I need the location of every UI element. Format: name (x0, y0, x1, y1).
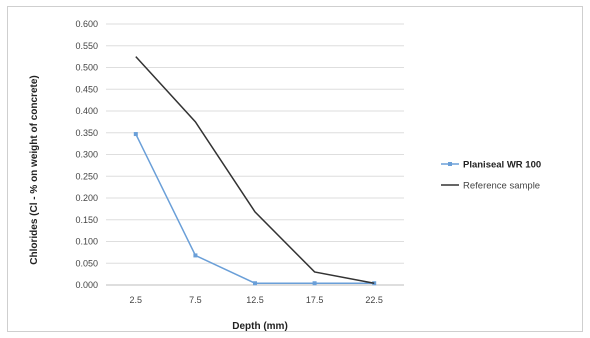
y-tick-labels: 0.000 0.050 0.100 0.150 0.200 0.250 0.300 0.350… (75, 19, 98, 290)
x-tick-label: 7.5 (189, 295, 202, 305)
y-tick-label: 0.400 (75, 106, 98, 116)
y-axis-label: Chlorides (Cl - % on weight of concrete) (29, 75, 40, 264)
series-lines (133, 56, 377, 286)
y-tick-label: 0.500 (75, 63, 98, 73)
data-point (193, 253, 198, 258)
chart-frame (7, 6, 583, 332)
y-tick-label: 0.450 (75, 84, 98, 94)
y-tick-label: 0.000 (75, 280, 98, 290)
x-tick-label: 2.5 (130, 295, 143, 305)
y-tick-label: 0.200 (75, 193, 98, 203)
x-tick-labels: 2.5 7.5 12.5 17.5 22.5 (130, 295, 383, 305)
y-tick-label: 0.550 (75, 41, 98, 51)
series-line (135, 133, 375, 285)
legend: Planiseal WR 100 Reference sample (441, 160, 541, 192)
x-axis-label: Depth (mm) (232, 321, 288, 332)
legend-marker (448, 162, 452, 166)
y-tick-label: 0.050 (75, 258, 98, 268)
y-tick-label: 0.100 (75, 237, 98, 247)
grid-lines (106, 23, 404, 286)
x-tick-label: 12.5 (246, 295, 264, 305)
data-point (253, 281, 257, 286)
legend-label: Reference sample (463, 181, 540, 192)
data-point (133, 132, 138, 137)
x-tick-label: 22.5 (365, 295, 383, 305)
series-line (135, 56, 375, 284)
y-tick-label: 0.300 (75, 150, 98, 160)
legend-label: Planiseal WR 100 (463, 160, 541, 171)
data-point (312, 281, 317, 286)
y-tick-label: 0.350 (75, 128, 98, 138)
x-tick-label: 17.5 (306, 295, 324, 305)
y-tick-label: 0.150 (75, 215, 98, 225)
y-tick-label: 0.600 (75, 19, 98, 29)
y-tick-label: 0.250 (75, 171, 98, 181)
